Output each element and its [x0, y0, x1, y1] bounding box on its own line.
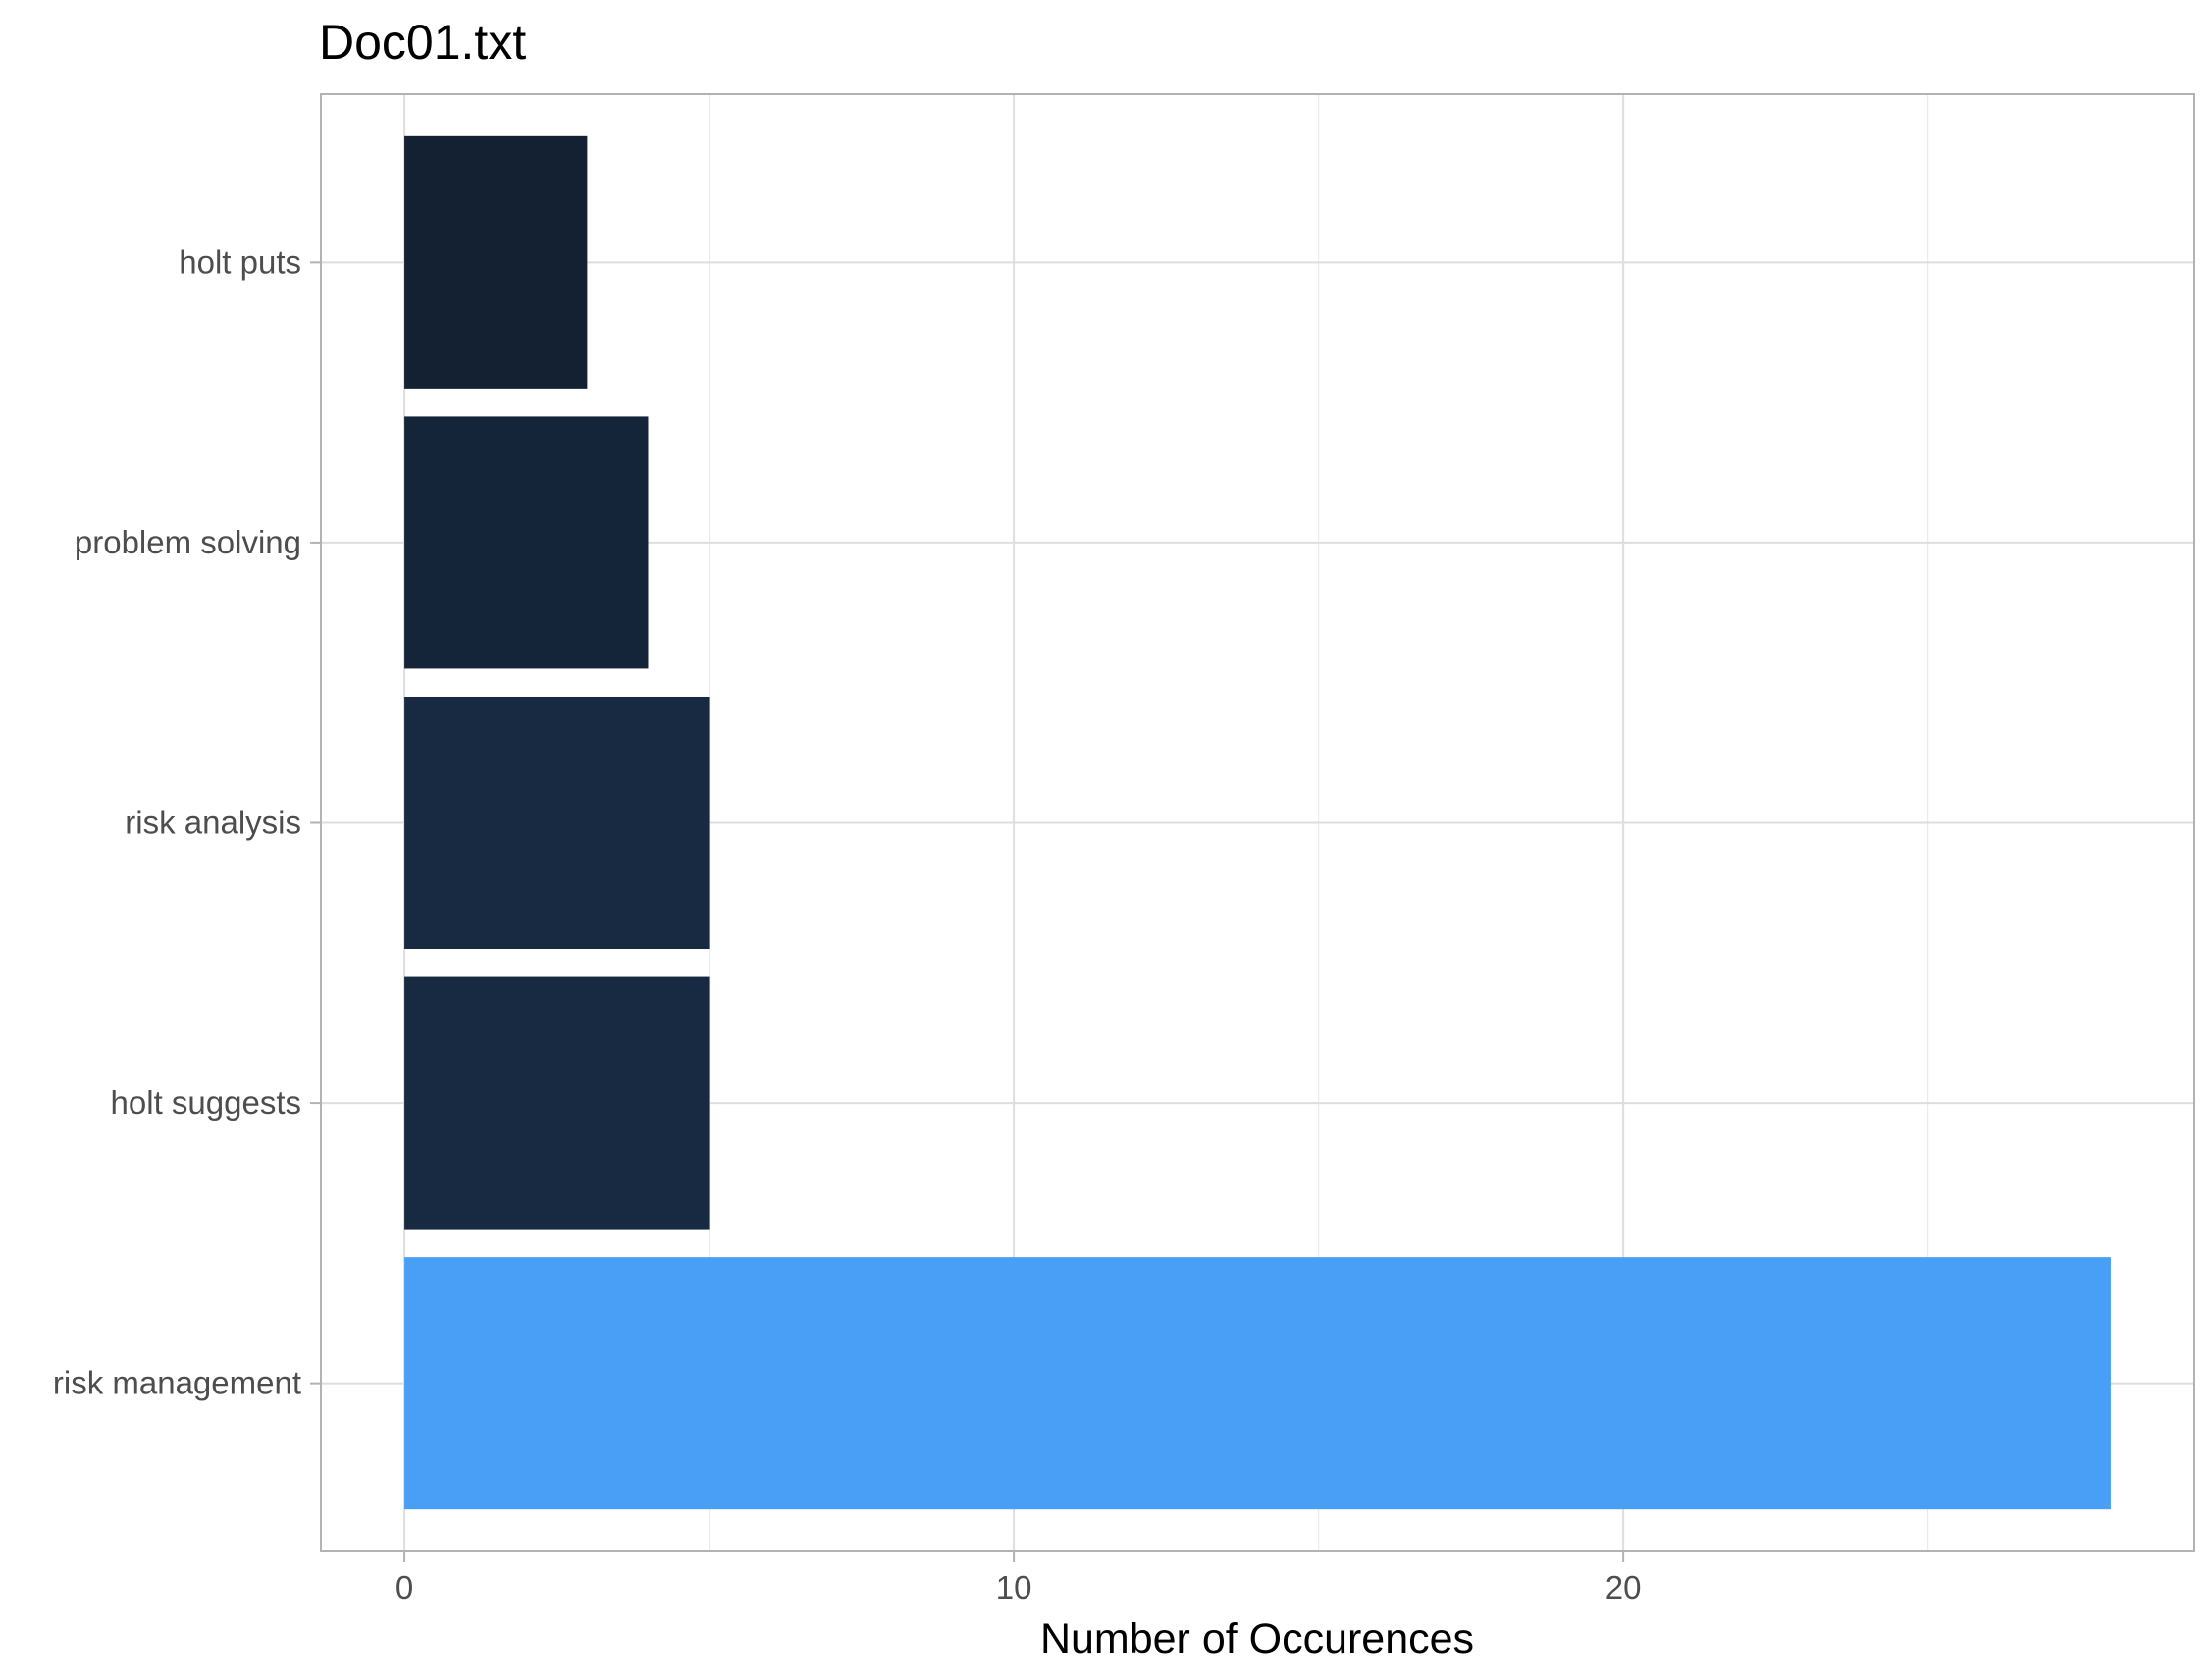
- x-axis: 0 10 20: [395, 1551, 1642, 1605]
- bar-risk-analysis: [404, 696, 710, 950]
- bars: [404, 135, 2111, 1510]
- bar-holt-suggests: [404, 976, 710, 1230]
- y-tick-label: holt puts: [179, 243, 301, 280]
- x-tick-label: 10: [996, 1569, 1032, 1605]
- bar-risk-management: [404, 1257, 2111, 1510]
- x-tick-label: 0: [395, 1569, 413, 1605]
- x-axis-label: Number of Occurences: [1040, 1615, 1474, 1662]
- y-tick-label: risk management: [53, 1365, 301, 1401]
- bar-holt-puts: [404, 135, 588, 389]
- chart-title: Doc01.txt: [319, 15, 526, 70]
- y-axis: holt puts problem solving risk analysis hol…: [53, 243, 321, 1401]
- y-tick-label: holt suggests: [111, 1084, 301, 1121]
- y-tick-label: problem solving: [75, 524, 301, 560]
- y-tick-label: risk analysis: [125, 805, 301, 841]
- bar-problem-solving: [404, 416, 649, 669]
- x-tick-label: 20: [1606, 1569, 1642, 1605]
